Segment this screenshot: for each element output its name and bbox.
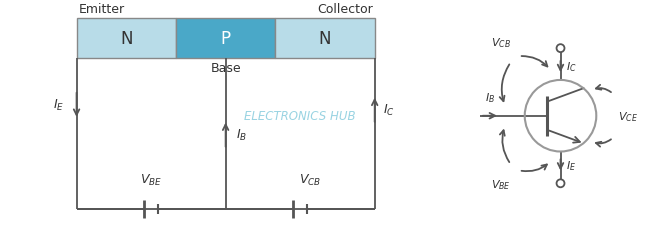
Text: $V_{CB}$: $V_{CB}$	[491, 36, 511, 50]
Text: $V_{CB}$: $V_{CB}$	[299, 172, 321, 188]
Text: $I_C$: $I_C$	[383, 103, 395, 118]
Text: $I_B$: $I_B$	[235, 128, 247, 143]
Text: $I_E$: $I_E$	[53, 98, 64, 113]
Text: P: P	[220, 30, 231, 48]
Text: Base: Base	[211, 62, 241, 75]
Text: $I_C$: $I_C$	[567, 60, 577, 74]
Bar	[276, 19, 374, 59]
Bar	[77, 19, 176, 59]
Bar	[176, 19, 276, 59]
Text: $I_B$: $I_B$	[485, 91, 495, 104]
Text: Collector: Collector	[317, 3, 372, 16]
Text: $V_{CE}$: $V_{CE}$	[618, 109, 638, 123]
Text: ELECTRONICS HUB: ELECTRONICS HUB	[244, 110, 356, 123]
Text: $I_E$: $I_E$	[567, 159, 577, 173]
Text: $V_{BE}$: $V_{BE}$	[140, 172, 162, 188]
Text: Emitter: Emitter	[79, 3, 125, 16]
Text: N: N	[318, 30, 332, 48]
Text: $V_{BE}$: $V_{BE}$	[491, 178, 511, 191]
Text: N: N	[120, 30, 133, 48]
